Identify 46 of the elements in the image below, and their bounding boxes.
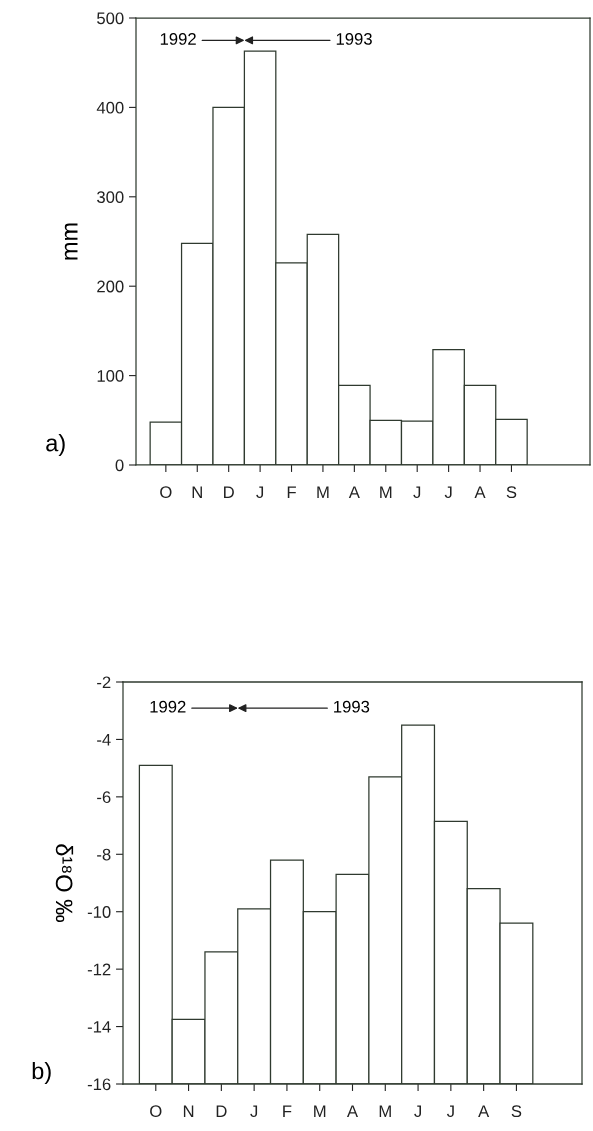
y-tick-label: 400 bbox=[96, 101, 124, 114]
x-tick-label: O bbox=[160, 486, 172, 499]
x-tick-label: J bbox=[256, 486, 264, 499]
y-tick-label: -8 bbox=[97, 848, 111, 861]
y-tick-label: -2 bbox=[97, 676, 111, 689]
x-tick-label: S bbox=[506, 486, 517, 499]
y-tick-label: -12 bbox=[87, 963, 111, 976]
x-tick-label: A bbox=[348, 486, 360, 498]
x-tick-label: J bbox=[250, 1105, 258, 1118]
annotation: 1993 bbox=[334, 700, 370, 713]
x-tick-label: F bbox=[287, 486, 296, 498]
y-tick-label: 0 bbox=[115, 459, 124, 472]
x-tick-label: A bbox=[346, 1105, 359, 1117]
x-tick-label: D bbox=[224, 486, 234, 498]
y-axis-title: mm bbox=[64, 223, 78, 260]
y-tick-label: 500 bbox=[97, 12, 124, 25]
x-tick-label: N bbox=[183, 1105, 194, 1117]
annotation: 1992 bbox=[160, 33, 196, 45]
x-tick-label: F bbox=[283, 1105, 292, 1117]
y-tick-label: 300 bbox=[97, 191, 124, 203]
x-tick-label: A bbox=[478, 1105, 490, 1117]
y-tick-label: -14 bbox=[87, 1021, 111, 1033]
x-tick-label: M bbox=[379, 1105, 391, 1117]
y-tick-label: 200 bbox=[97, 280, 124, 293]
x-tick-label: J bbox=[444, 486, 452, 499]
x-tick-label: N bbox=[192, 486, 202, 498]
y-tick-label: -6 bbox=[97, 791, 111, 804]
y-tick-label: -4 bbox=[97, 734, 111, 746]
x-tick-label: S bbox=[511, 1105, 522, 1118]
x-tick-label: M bbox=[380, 486, 392, 498]
x-tick-label: J bbox=[414, 1105, 421, 1118]
y-tick-label: -10 bbox=[87, 906, 111, 918]
y-tick-label: -16 bbox=[87, 1078, 111, 1091]
annotation: 1992 bbox=[150, 700, 186, 713]
y-tick-label: 100 bbox=[97, 370, 124, 382]
y-axis-title: δ¹⁸O ‰ bbox=[55, 844, 74, 923]
x-tick-label: J bbox=[446, 1105, 454, 1118]
text: a) bbox=[46, 434, 65, 457]
annotation: 1993 bbox=[336, 33, 372, 45]
x-tick-label: M bbox=[317, 486, 329, 498]
x-tick-label: M bbox=[314, 1105, 326, 1117]
text: b) bbox=[32, 1061, 51, 1084]
x-tick-label: O bbox=[150, 1105, 162, 1118]
x-tick-label: A bbox=[474, 486, 486, 498]
x-tick-label: D bbox=[216, 1105, 227, 1117]
x-tick-label: J bbox=[413, 486, 421, 499]
